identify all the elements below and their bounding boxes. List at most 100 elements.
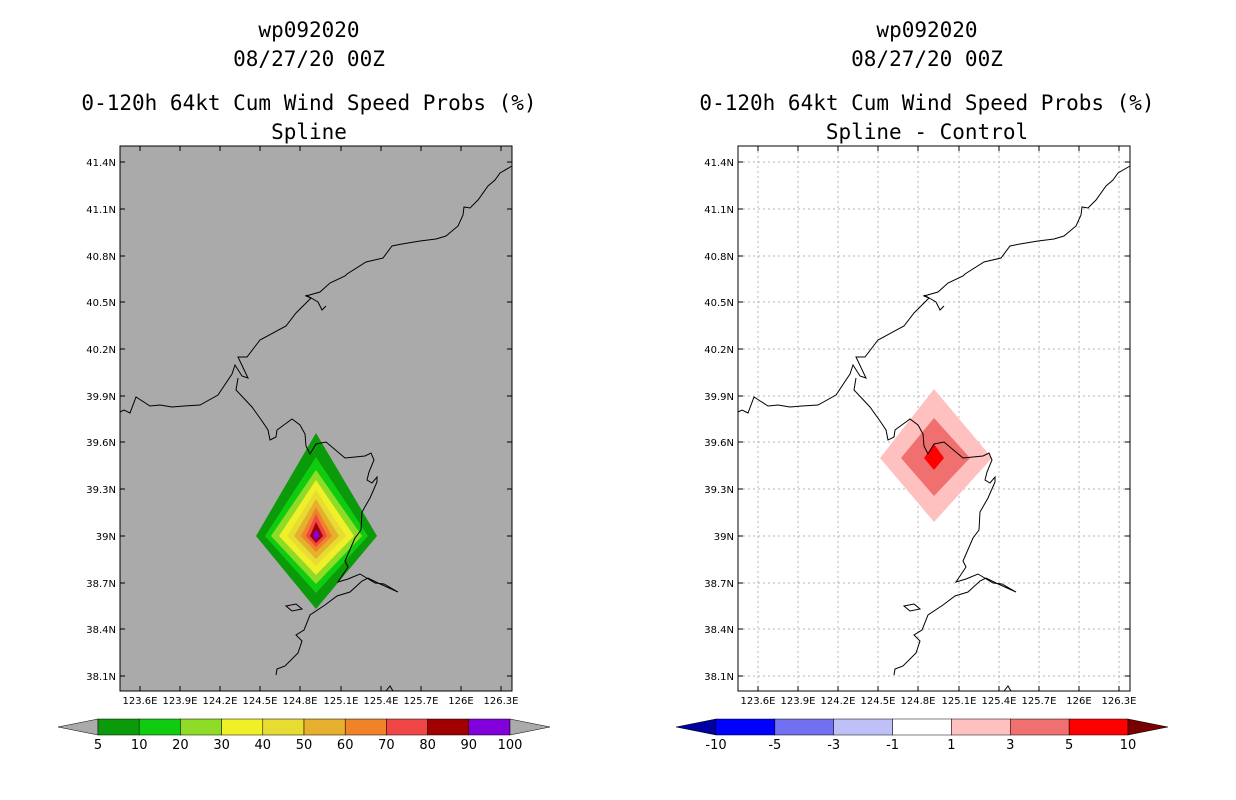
colorbar-swatch	[715, 718, 776, 736]
coastline-island	[284, 603, 304, 612]
subtitle: Spline	[271, 120, 347, 144]
colorbar-label: 70	[378, 738, 395, 753]
colorbar-swatch	[97, 718, 140, 736]
colorbar-arrow-low	[675, 718, 717, 736]
lat-tick-label: 40.8N	[86, 252, 116, 263]
lon-tick-label: 125.1E	[324, 696, 359, 707]
colorbar-swatch	[344, 718, 387, 736]
lat-tick-label: 38.7N	[86, 579, 116, 590]
lon-tick-label: 123.9E	[781, 696, 816, 707]
lon-tick-label: 124.8E	[283, 696, 318, 707]
lon-tick-label: 126E	[1066, 696, 1091, 707]
product-title: 0-120h 64kt Cum Wind Speed Probs (%)	[699, 91, 1155, 115]
coastline	[737, 165, 1131, 692]
lon-tick-label: 124.2E	[821, 696, 856, 707]
colorbar-swatch	[221, 718, 264, 736]
coastline	[119, 165, 513, 692]
lat-tick-label: 38.4N	[86, 625, 116, 636]
colorbar-label: 5	[94, 738, 102, 753]
colorbar-label: 10	[131, 738, 148, 753]
colorbar-arrow-low	[57, 718, 99, 736]
colorbar-swatch	[892, 718, 952, 736]
colorbar-swatch	[386, 718, 428, 736]
lon-tick-label: 125.7E	[1022, 696, 1057, 707]
lon-tick-label: 124.8E	[901, 696, 936, 707]
datetime: 08/27/20 00Z	[851, 47, 1003, 71]
lat-tick-label: 39.3N	[704, 485, 734, 496]
map-frame: 41.4N 41.1N 40.8N 40.5N 40.2N 39.9N 39.6N 39.3N…	[57, 145, 551, 753]
colorbar-swatch	[833, 718, 893, 736]
colorbar-swatch	[427, 718, 470, 736]
lon-tick-label: 125.4E	[364, 696, 399, 707]
lat-tick-label: 41.4N	[86, 158, 116, 169]
lat-tick-label: 39N	[96, 532, 116, 543]
colorbar: 5 10 20 30 40 50 60 70 80 90 100	[57, 718, 551, 753]
lat-tick-label: 39.3N	[86, 485, 116, 496]
coastline-south	[853, 377, 1017, 676]
coastline-south	[235, 377, 399, 676]
coastline-edge	[1003, 685, 1012, 692]
coastline-inlet	[923, 294, 945, 311]
colorbar-label: -3	[827, 738, 840, 753]
colorbar-swatch	[951, 718, 1011, 736]
subtitle: Spline - Control	[825, 120, 1029, 144]
colorbar-swatch	[774, 718, 834, 736]
lat-tick-label: 39.6N	[86, 438, 116, 449]
lat-tick-label: 38.7N	[704, 579, 734, 590]
colorbar-label: 20	[172, 738, 189, 753]
lat-tick-label: 40.2N	[704, 345, 734, 356]
colorbar-swatch	[1068, 718, 1129, 736]
lat-tick-label: 39.9N	[86, 392, 116, 403]
colorbar: -10 -5 -3 -1 1 3 5 10	[675, 718, 1169, 753]
colorbar-label: 1	[947, 738, 955, 753]
colorbar-label: 40	[255, 738, 272, 753]
colorbar-arrow-high	[509, 718, 551, 736]
colorbar-label: 90	[461, 738, 478, 753]
lat-tick-label: 38.1N	[704, 672, 734, 683]
plot-frame	[737, 145, 1131, 692]
difference-swath	[880, 389, 992, 522]
coastline-north	[737, 165, 1131, 414]
lat-tick-label: 40.5N	[704, 298, 734, 309]
product-title: 0-120h 64kt Cum Wind Speed Probs (%)	[81, 91, 537, 115]
lat-tick-label: 40.8N	[704, 252, 734, 263]
colorbar-label: -10	[705, 738, 726, 753]
lat-tick-label: 39N	[714, 532, 734, 543]
right-panel: wp092020 08/27/20 00Z 0-120h 64kt Cum Wi…	[618, 0, 1236, 800]
datetime: 08/27/20 00Z	[233, 47, 385, 71]
lon-tick-label: 126E	[448, 696, 473, 707]
lat-tick-label: 40.2N	[86, 345, 116, 356]
lat-tick-label: 41.1N	[704, 205, 734, 216]
lon-tick-label: 123.6E	[123, 696, 158, 707]
colorbar-swatch	[262, 718, 305, 736]
lat-tick-label: 40.5N	[86, 298, 116, 309]
lon-tick-label: 124.5E	[243, 696, 278, 707]
colorbar-swatch	[468, 718, 511, 736]
colorbar-label: -1	[886, 738, 899, 753]
prob-contour-90	[313, 529, 320, 540]
colorbar-swatch	[1010, 718, 1070, 736]
lat-tick-label: 38.1N	[86, 672, 116, 683]
lon-tick-label: 124.2E	[203, 696, 238, 707]
coastline-island	[902, 603, 922, 612]
coastline-north	[119, 165, 513, 414]
colorbar-swatch	[138, 718, 181, 736]
lon-tick-label: 123.6E	[741, 696, 776, 707]
lat-tick-label: 38.4N	[704, 625, 734, 636]
colorbar-label: -5	[768, 738, 781, 753]
colorbar-label: 100	[498, 738, 523, 753]
colorbar-label: 50	[296, 738, 313, 753]
lat-tick-label: 41.1N	[86, 205, 116, 216]
colorbar-label: 10	[1120, 738, 1137, 753]
lat-tick-label: 39.6N	[704, 438, 734, 449]
coastline-inlet	[305, 294, 327, 311]
lon-tick-label: 125.7E	[404, 696, 439, 707]
colorbar-swatch	[303, 718, 346, 736]
colorbar-swatch	[180, 718, 222, 736]
left-panel: wp092020 08/27/20 00Z 0-120h 64kt Cum Wi…	[57, 18, 551, 753]
colorbar-label: 30	[213, 738, 230, 753]
lat-tick-label: 39.9N	[704, 392, 734, 403]
coastline-edge	[385, 685, 394, 692]
colorbar-label: 3	[1006, 738, 1014, 753]
lon-tick-label: 126.3E	[1102, 696, 1137, 707]
